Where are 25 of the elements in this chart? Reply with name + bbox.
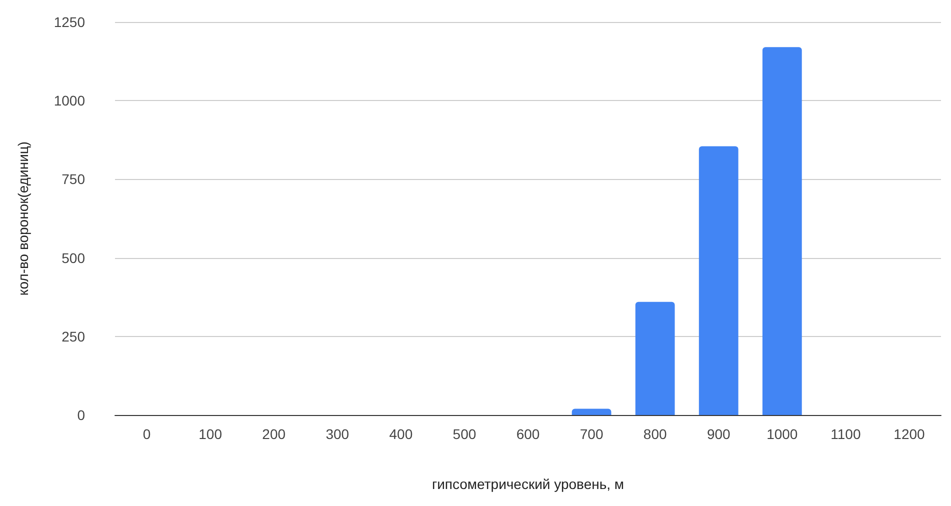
y-tick-label: 0 <box>77 407 86 423</box>
x-tick-label: 700 <box>580 426 604 442</box>
x-tick-label: 1000 <box>766 426 798 442</box>
x-axis-title: гипсометрический уровень, м <box>432 476 624 492</box>
y-tick-label: 750 <box>62 171 86 188</box>
bar <box>698 146 738 415</box>
x-tick-label: 300 <box>326 426 350 442</box>
bar <box>572 408 612 415</box>
x-tick-label: 100 <box>198 426 222 442</box>
x-tick-label: 600 <box>516 426 540 442</box>
x-tick-label: 1200 <box>894 426 926 442</box>
y-axis-title: кол-во воронок(единиц) <box>15 141 31 296</box>
x-tick-label: 200 <box>262 426 286 442</box>
x-tick-label: 1100 <box>830 426 861 442</box>
x-tick-label: 800 <box>643 426 667 442</box>
y-tick-label: 500 <box>62 250 86 266</box>
x-tick-label: 900 <box>706 426 731 442</box>
bar <box>635 302 675 415</box>
x-tick-label: 0 <box>142 426 151 442</box>
bar <box>762 47 802 415</box>
y-tick-label: 1000 <box>54 92 86 109</box>
y-tick-label: 1250 <box>54 14 86 30</box>
x-tick-label: 400 <box>389 426 413 442</box>
x-tick-label: 500 <box>452 426 476 442</box>
y-tick-label: 250 <box>62 328 86 344</box>
